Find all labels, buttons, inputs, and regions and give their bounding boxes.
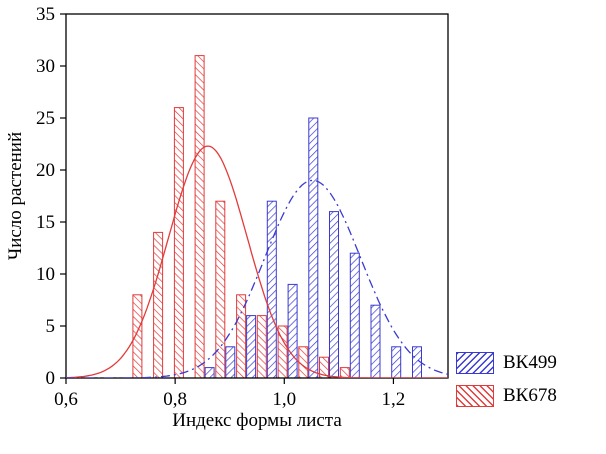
legend-item-bk678: ВК678 — [456, 385, 557, 407]
y-axis-title: Число растений — [5, 131, 26, 261]
histogram-bar-ВК499 — [391, 346, 402, 379]
histogram-bar-ВК499 — [225, 346, 236, 379]
x-axis-title: Индекс формы листа — [172, 410, 342, 431]
histogram-bar-ВК499 — [370, 304, 381, 379]
y-tick-label: 25 — [36, 108, 55, 129]
y-tick-label: 0 — [46, 368, 56, 389]
legend-label-bk499: ВК499 — [503, 352, 557, 373]
histogram-bar-ВК678 — [132, 294, 143, 379]
y-tick-label: 5 — [46, 316, 56, 337]
legend-swatch-bk678 — [456, 385, 494, 407]
fit-curve-ВК499 — [66, 179, 448, 378]
histogram-bar-ВК499 — [329, 211, 339, 379]
legend: ВК499 ВК678 — [456, 352, 557, 407]
histogram-bar-ВК678 — [256, 315, 267, 379]
y-tick-label: 10 — [36, 264, 55, 285]
histogram-bar-ВК499 — [308, 117, 319, 379]
histogram-bar-ВК499 — [246, 315, 257, 379]
x-tick-label: 1,2 — [382, 389, 406, 410]
fit-curve-ВК678 — [66, 145, 448, 378]
plot-border — [65, 13, 449, 379]
y-tick-label: 20 — [36, 160, 55, 181]
histogram-bar-ВК499 — [266, 200, 277, 379]
y-tick-label: 15 — [36, 212, 55, 233]
histogram-bar-ВК678 — [173, 107, 184, 379]
x-tick-label: 1,0 — [272, 389, 296, 410]
x-tick-label: 0,6 — [54, 389, 78, 410]
legend-label-bk678: ВК678 — [503, 385, 557, 406]
legend-swatch-bk499 — [456, 352, 494, 374]
histogram-bar-ВК678 — [194, 55, 205, 379]
x-tick-label: 0,8 — [163, 389, 187, 410]
histogram-bar-ВК678 — [339, 367, 350, 379]
histogram-bar-ВК499 — [204, 367, 215, 379]
histogram-bar-ВК678 — [298, 346, 309, 379]
histogram-bar-ВК499 — [287, 283, 298, 379]
histogram-bar-ВК678 — [153, 231, 164, 379]
y-tick-label: 30 — [36, 56, 55, 77]
legend-item-bk499: ВК499 — [456, 352, 557, 374]
y-tick-label: 35 — [36, 4, 55, 25]
histogram-bar-ВК499 — [349, 252, 360, 379]
